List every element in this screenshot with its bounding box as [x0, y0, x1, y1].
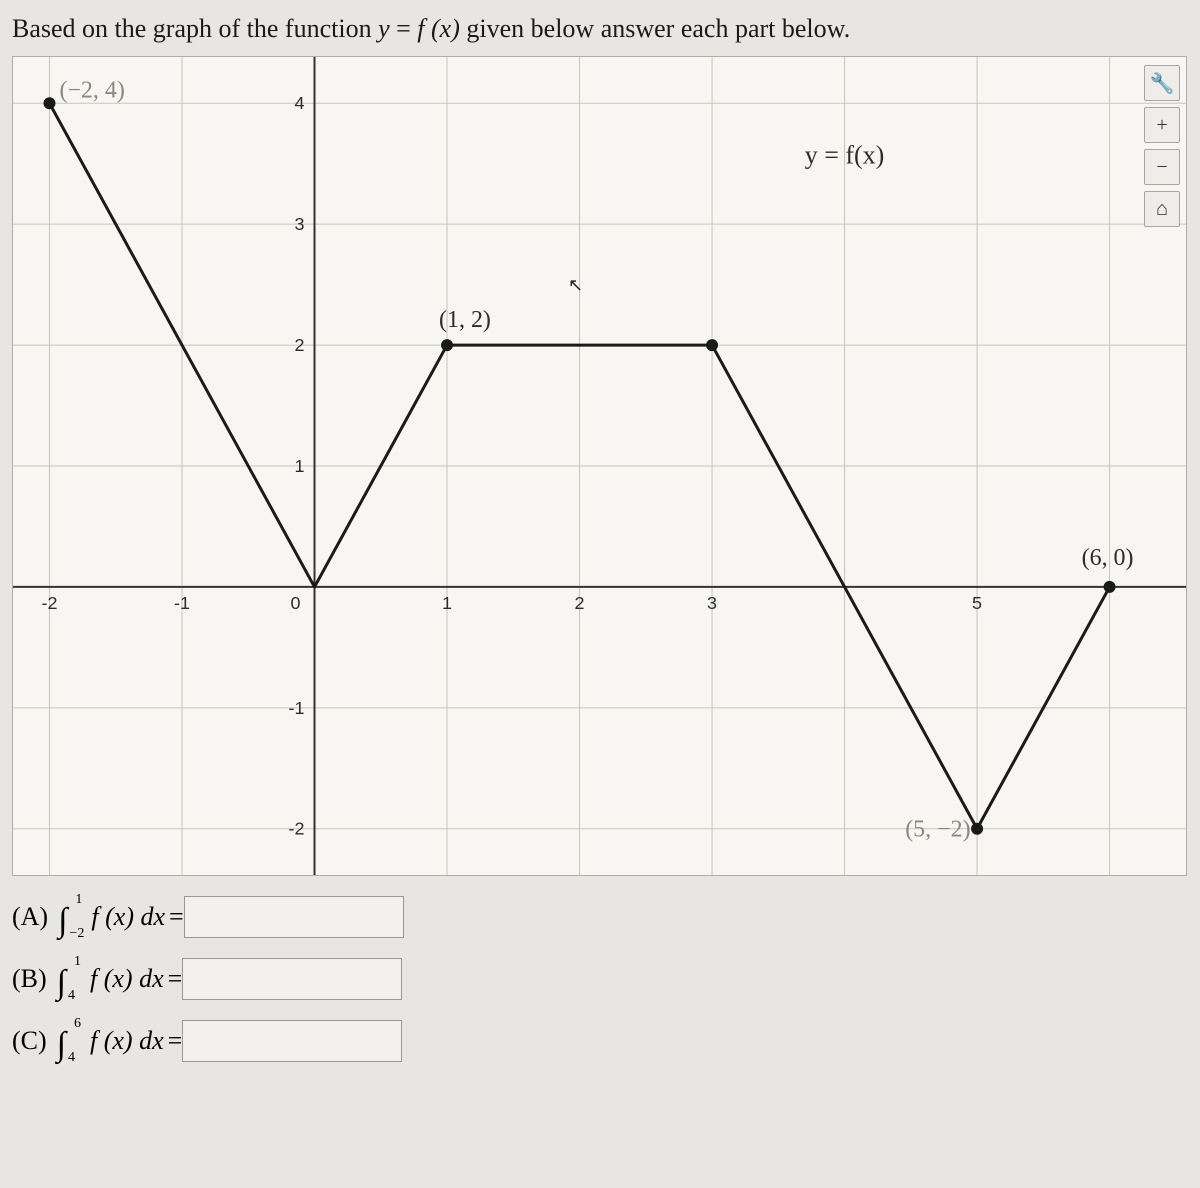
svg-text:(1, 2): (1, 2): [439, 307, 491, 333]
svg-text:2: 2: [575, 593, 585, 613]
question-b-hi: 1: [74, 954, 81, 970]
question-a-hi: 1: [75, 892, 82, 908]
svg-text:5: 5: [972, 593, 982, 613]
question-b-integrand: f (x) dx: [90, 964, 164, 994]
question-prompt: Based on the graph of the function y = f…: [12, 14, 1188, 44]
question-a-letter: (A): [12, 902, 48, 932]
question-b-equals: =: [168, 964, 183, 994]
svg-text:0: 0: [291, 593, 301, 613]
svg-text:-1: -1: [289, 698, 305, 718]
question-a-equals: =: [169, 902, 184, 932]
prompt-fx: f (x): [417, 14, 460, 43]
prompt-eq: =: [390, 14, 418, 43]
prompt-prefix: Based on the graph of the function: [12, 14, 378, 43]
question-c-integrand: f (x) dx: [90, 1026, 164, 1056]
chart-toolbar: 🔧 + − ⌂: [1144, 65, 1180, 227]
prompt-suffix: given below answer each part below.: [460, 14, 850, 43]
question-b-letter: (B): [12, 964, 47, 994]
question-b: (B) ∫ 1 4 f (x) dx =: [12, 958, 1188, 1000]
chart-container: -2 -1 0 1 2 3 5 -2 -1 1 2 3 4 (−2, 4) (1, 2) (5, −2) (6…: [12, 56, 1187, 876]
svg-text:-2: -2: [289, 819, 305, 839]
question-a-integrand: f (x) dx: [91, 902, 165, 932]
svg-text:1: 1: [295, 456, 305, 476]
question-b-lo: 4: [68, 988, 75, 1004]
svg-text:-1: -1: [174, 593, 190, 613]
svg-text:3: 3: [707, 593, 717, 613]
svg-text:4: 4: [295, 93, 305, 113]
svg-text:3: 3: [295, 214, 305, 234]
function-plot: -2 -1 0 1 2 3 5 -2 -1 1 2 3 4 (−2, 4) (1, 2) (5, −2) (6…: [13, 57, 1186, 875]
svg-text:(5, −2): (5, −2): [905, 817, 970, 843]
svg-text:(6, 0): (6, 0): [1082, 545, 1134, 571]
zoom-out-button[interactable]: −: [1144, 149, 1180, 185]
answer-b-input[interactable]: [182, 958, 402, 1000]
svg-text:y = f(x): y = f(x): [805, 141, 884, 170]
zoom-in-button[interactable]: +: [1144, 107, 1180, 143]
question-b-limits: 1 4: [66, 960, 84, 998]
wrench-icon[interactable]: 🔧: [1144, 65, 1180, 101]
svg-text:2: 2: [295, 335, 305, 355]
answer-a-input[interactable]: [184, 896, 404, 938]
svg-text:(−2, 4): (−2, 4): [59, 77, 124, 103]
question-c-hi: 6: [74, 1016, 81, 1032]
answer-c-input[interactable]: [182, 1020, 402, 1062]
svg-text:1: 1: [442, 593, 452, 613]
question-a-lo: −2: [69, 926, 84, 942]
svg-text:-2: -2: [41, 593, 57, 613]
question-c-limits: 6 4: [66, 1022, 84, 1060]
question-a: (A) ∫ 1 −2 f (x) dx =: [12, 896, 1188, 938]
question-c: (C) ∫ 6 4 f (x) dx =: [12, 1020, 1188, 1062]
question-a-limits: 1 −2: [67, 898, 85, 936]
prompt-y: y: [378, 14, 390, 43]
question-c-letter: (C): [12, 1026, 47, 1056]
home-icon[interactable]: ⌂: [1144, 191, 1180, 227]
question-c-equals: =: [168, 1026, 183, 1056]
question-c-lo: 4: [68, 1050, 75, 1066]
